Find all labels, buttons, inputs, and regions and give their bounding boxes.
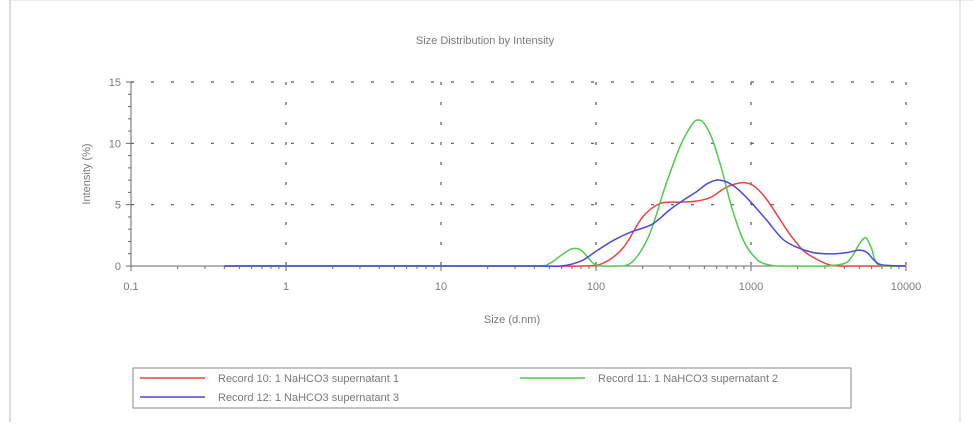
grid-lines xyxy=(131,81,907,266)
series-line-0 xyxy=(224,181,906,267)
x-tick-label: 10000 xyxy=(891,281,922,293)
y-axis-label: Intensity (%) xyxy=(81,143,93,204)
series-line-2 xyxy=(224,179,907,268)
y-tick-label: 15 xyxy=(109,77,121,89)
chart-title: Size Distribution by Intensity xyxy=(416,35,555,47)
y-tick-label: 5 xyxy=(115,200,121,212)
y-tick-label: 10 xyxy=(109,138,121,150)
x-tick-label: 1000 xyxy=(739,281,763,293)
data-series xyxy=(224,119,907,268)
legend: Record 10: 1 NaHCO3 supernatant 1 Record… xyxy=(132,367,852,409)
y-tick-label: 0 xyxy=(115,261,121,273)
x-tick-labels: 0.1 1 10 100 1000 10000 xyxy=(123,281,921,293)
x-tick-label: 0.1 xyxy=(123,281,138,293)
y-tick-labels: 0 5 10 15 xyxy=(109,77,121,273)
x-tick-label: 100 xyxy=(587,281,605,293)
x-tick-label: 10 xyxy=(435,281,447,293)
legend-label-record-10: Record 10: 1 NaHCO3 supernatant 1 xyxy=(218,373,399,385)
x-axis-label: Size (d.nm) xyxy=(484,314,540,326)
legend-label-record-12: Record 12: 1 NaHCO3 supernatant 3 xyxy=(218,392,399,404)
x-tick-label: 1 xyxy=(283,281,289,293)
series-line-1 xyxy=(224,119,907,267)
legend-box xyxy=(132,367,852,409)
legend-label-record-11: Record 11: 1 NaHCO3 supernatant 2 xyxy=(598,373,778,385)
